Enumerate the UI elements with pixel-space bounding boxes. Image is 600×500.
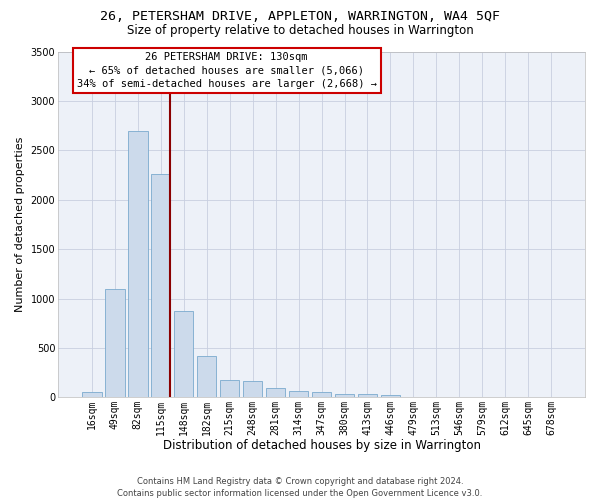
Bar [358, 394, 377, 398]
Bar [197, 356, 217, 398]
Bar [82, 392, 101, 398]
Bar [335, 394, 354, 398]
Y-axis label: Number of detached properties: Number of detached properties [15, 136, 25, 312]
Text: Contains HM Land Registry data © Crown copyright and database right 2024.
Contai: Contains HM Land Registry data © Crown c… [118, 476, 482, 498]
Bar [312, 392, 331, 398]
Bar [151, 174, 170, 398]
Text: 26, PETERSHAM DRIVE, APPLETON, WARRINGTON, WA4 5QF: 26, PETERSHAM DRIVE, APPLETON, WARRINGTO… [100, 10, 500, 23]
Bar [289, 391, 308, 398]
Text: 26 PETERSHAM DRIVE: 130sqm
← 65% of detached houses are smaller (5,066)
34% of s: 26 PETERSHAM DRIVE: 130sqm ← 65% of deta… [77, 52, 377, 88]
Bar [220, 380, 239, 398]
Bar [128, 130, 148, 398]
Bar [381, 395, 400, 398]
Text: Size of property relative to detached houses in Warrington: Size of property relative to detached ho… [127, 24, 473, 37]
Bar [174, 312, 193, 398]
Bar [105, 288, 125, 398]
Bar [243, 381, 262, 398]
Bar [266, 388, 286, 398]
X-axis label: Distribution of detached houses by size in Warrington: Distribution of detached houses by size … [163, 440, 481, 452]
